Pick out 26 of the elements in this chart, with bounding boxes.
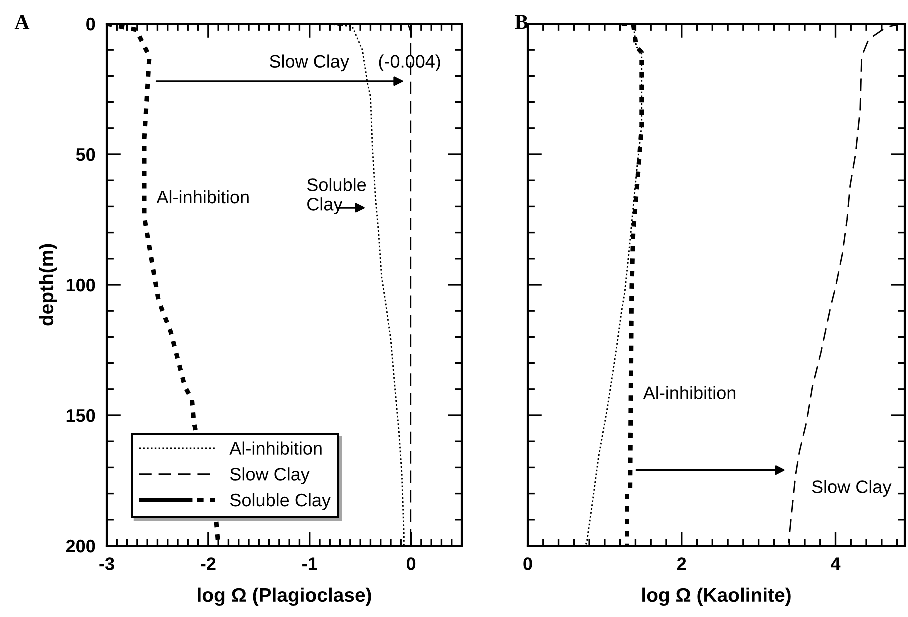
annotation: Slow Clay (270, 54, 350, 72)
y-tick-label: 100 (66, 278, 96, 292)
y-tick-label: 150 (66, 409, 96, 422)
x-tick-label: -1 (302, 558, 318, 570)
chart-title: B (515, 15, 528, 30)
legend-label: Slow Clay (230, 468, 310, 484)
y-tick-label: 200 (66, 540, 96, 553)
x-tick-label: -2 (201, 558, 216, 570)
annotation: Soluble Clay (307, 178, 366, 214)
y-tick-label: 50 (76, 148, 96, 162)
x-tick-label: 0 (406, 558, 416, 570)
chart-title: A (14, 15, 30, 30)
x-tick-label: 2 (677, 558, 686, 570)
x-tick-label: -3 (100, 558, 114, 570)
annotation: (-0.004) (379, 54, 440, 72)
annotation: Al-inhibition (156, 190, 249, 204)
y-tick-label: 0 (86, 18, 96, 31)
x-axis-title: log Ω (Kaolinite) (642, 588, 791, 606)
annotation: Al-inhibition (643, 386, 736, 400)
legend-label: Al-inhibition (230, 442, 322, 455)
x-tick-label: 0 (524, 558, 532, 570)
x-axis-title: log Ω (Plagioclase) (198, 588, 372, 606)
legend-label: Soluble Clay (230, 493, 331, 510)
annotation: Slow Clay (812, 480, 892, 497)
y-axis-title: depth(m) (39, 244, 58, 326)
x-tick-label: 4 (831, 558, 841, 570)
